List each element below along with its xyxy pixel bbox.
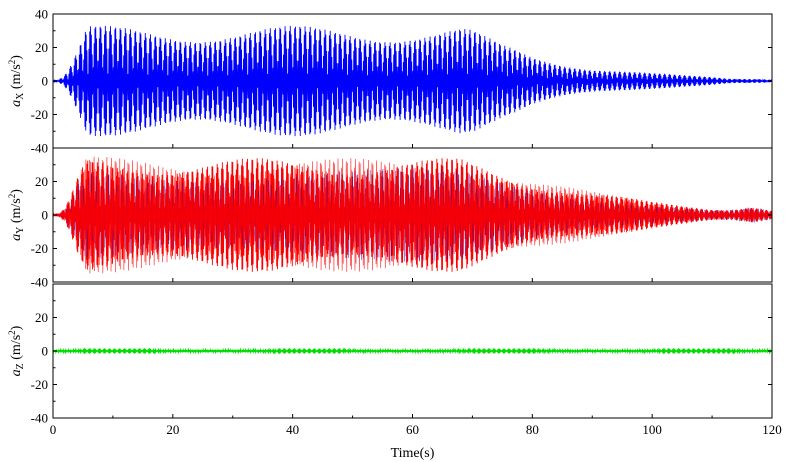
y-axis-symbol: a [9, 234, 24, 241]
y-axis-subscript: Z [15, 363, 26, 369]
y-axis-subscript: Y [15, 227, 26, 234]
series-line-az [53, 347, 772, 355]
x-tick-label-5: 100 [642, 422, 662, 437]
y-axis-exponent: 2 [7, 330, 17, 335]
y-axis-exponent: 2 [7, 194, 17, 199]
y-tick-label-ay-2: 0 [42, 208, 49, 223]
x-tick-label-1: 20 [166, 422, 179, 437]
signal-ax [53, 25, 772, 137]
x-tick-label-6: 120 [762, 422, 782, 437]
signal-ay [53, 156, 772, 274]
y-tick-label-az-2: 0 [42, 344, 49, 359]
y-axis-title-ay: aY (m/s2) [7, 189, 26, 241]
series-line-ax [53, 25, 772, 137]
y-tick-label-ay-1: -20 [31, 241, 48, 256]
y-tick-label-ay-3: 20 [35, 174, 48, 189]
y-tick-label-ax-3: 20 [35, 40, 48, 55]
y-axis-unit: (m/s [9, 64, 24, 92]
panel-ay: -40 -20 0 20 aY (m/s2) [7, 147, 773, 290]
y-tick-label-ax-4: 40 [35, 7, 48, 22]
x-tick-label-0: 0 [50, 422, 57, 437]
y-axis-symbol: a [9, 100, 24, 107]
series-overlay-ay [53, 156, 772, 274]
signal-az [53, 347, 772, 355]
x-axis-title: Time(s) [391, 446, 435, 461]
x-axis: 0 20 40 60 80 100 120 Time(s) [50, 144, 782, 461]
y-tick-label-ay-0: -40 [31, 275, 48, 290]
y-axis-title-ax: aX (m/s2) [7, 55, 26, 107]
y-tick-label-az-1: -20 [31, 377, 48, 392]
y-axis-unit: (m/s [9, 335, 24, 363]
series-line-ay [53, 158, 772, 272]
panel-ax: -40 -20 0 20 40 aX (m/s2) [7, 7, 773, 156]
y-axis-unit: (m/s [9, 198, 24, 226]
y-tick-label-az-3: 20 [35, 310, 48, 325]
y-tick-label-ax-2: 0 [42, 74, 49, 89]
y-axis-unit-close: ) [9, 55, 24, 60]
y-tick-label-az-0: -40 [31, 411, 48, 426]
x-tick-label-3: 60 [406, 422, 419, 437]
x-tick-label-2: 40 [286, 422, 299, 437]
y-axis-exponent: 2 [7, 60, 17, 65]
y-axis-title-az: aZ (m/s2) [7, 325, 26, 376]
y-tick-label-ax-1: -20 [31, 107, 48, 122]
x-tick-label-4: 80 [526, 422, 539, 437]
y-axis-unit-close: ) [9, 189, 24, 194]
y-axis-subscript: X [15, 92, 26, 100]
panel-az: -40 -20 0 20 aZ (m/s2) [7, 283, 773, 426]
y-axis-unit-close: ) [9, 325, 24, 330]
y-axis-symbol: a [9, 369, 24, 376]
y-tick-label-ax-0: -40 [31, 141, 48, 156]
